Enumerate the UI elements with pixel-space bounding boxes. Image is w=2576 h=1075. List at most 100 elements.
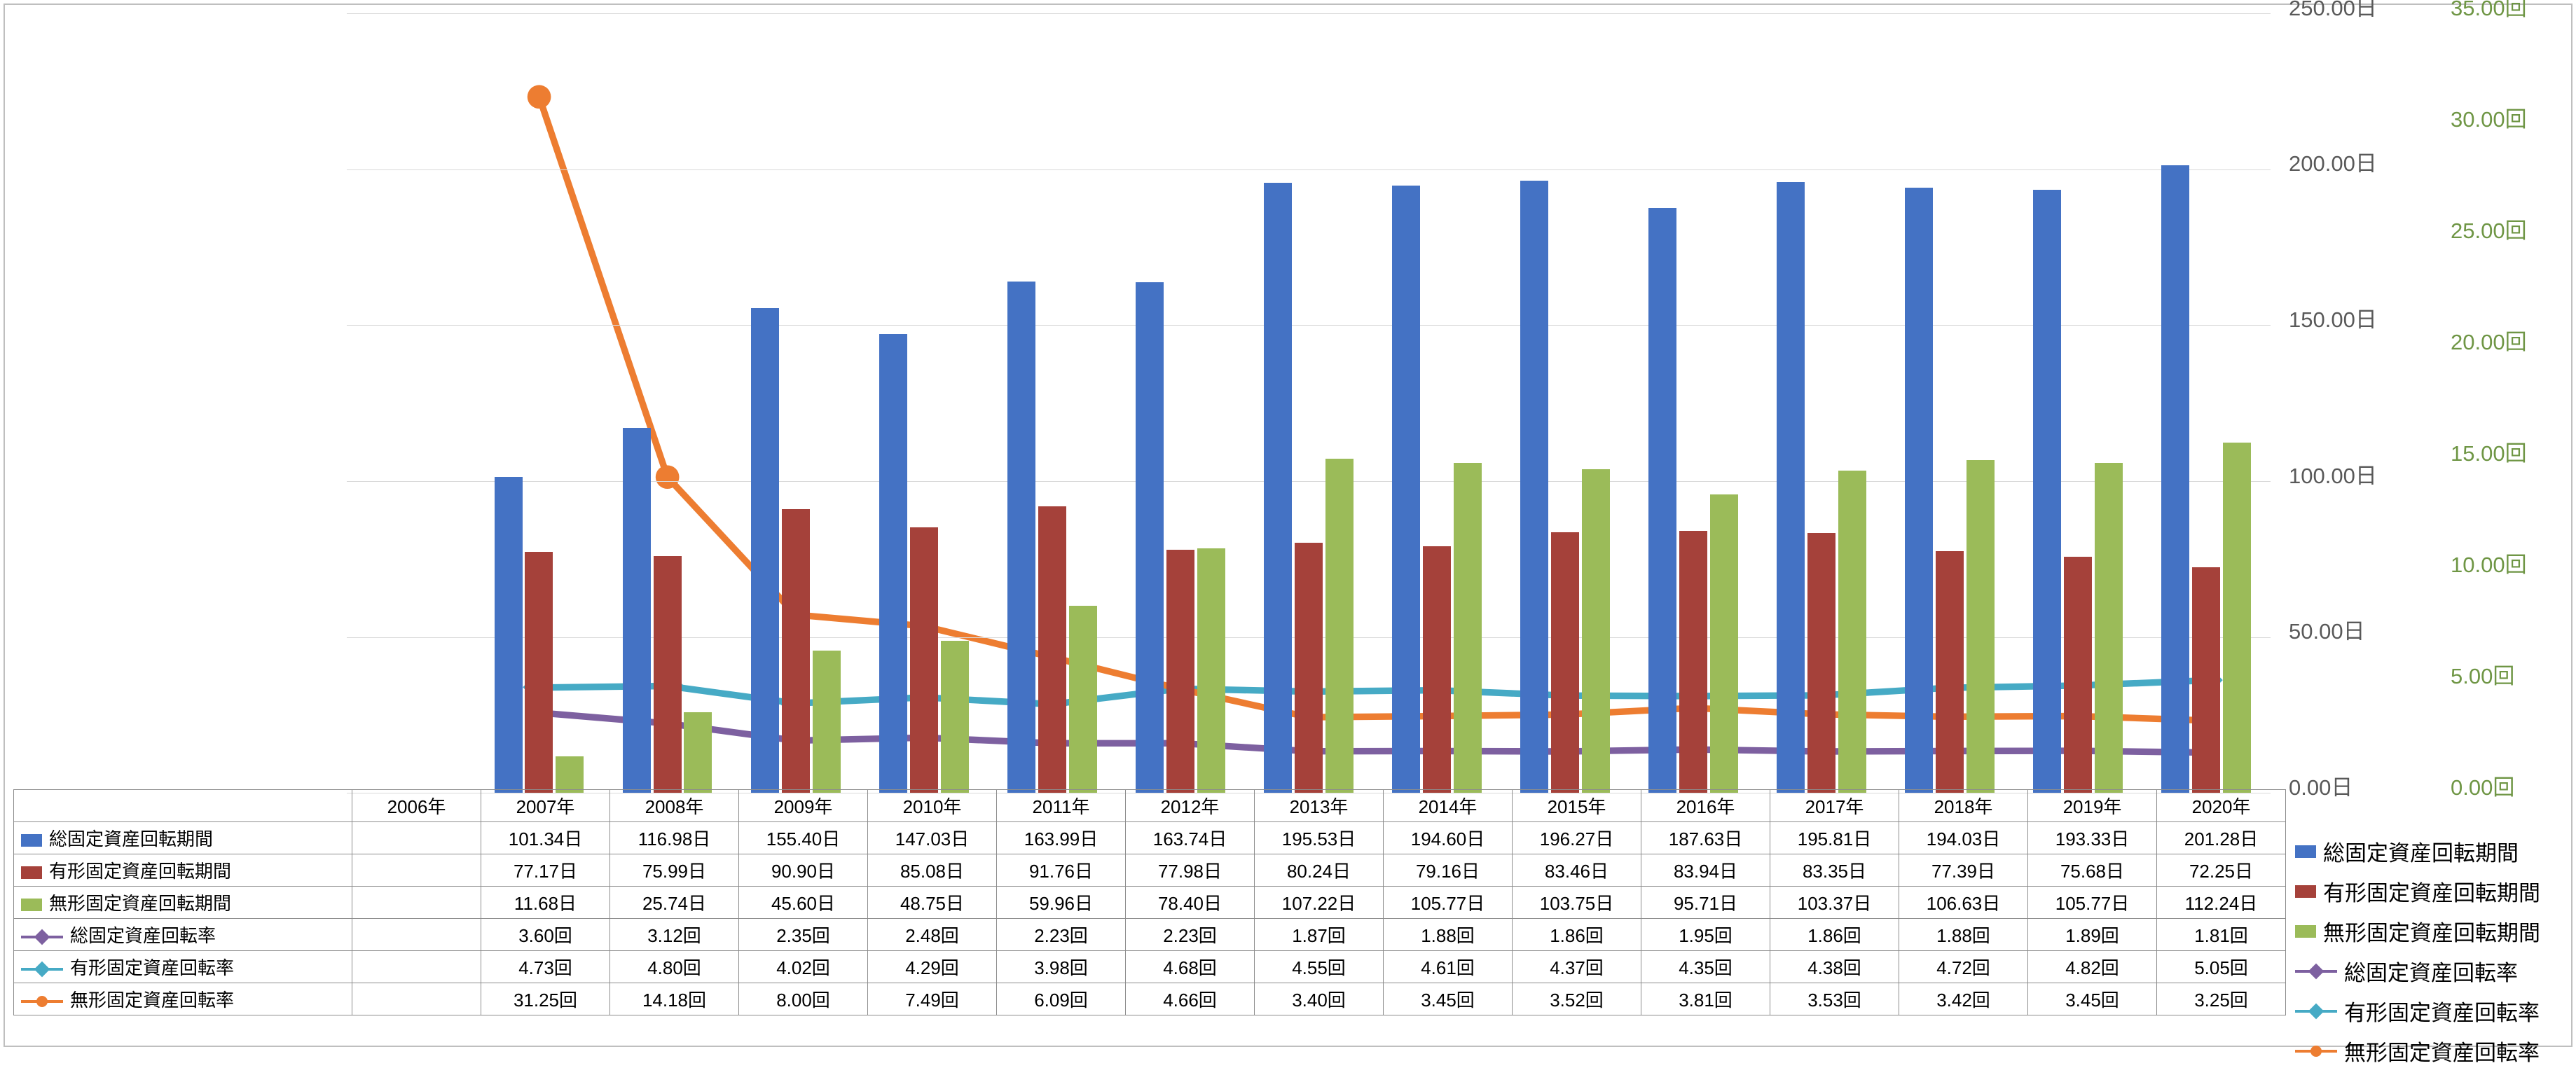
data-cell: 196.27日 — [1513, 822, 1641, 854]
legend-item: 有形固定資産回転率 — [2295, 995, 2540, 1027]
data-cell: 3.42回 — [1899, 983, 2028, 1015]
data-cell: 105.77日 — [2028, 887, 2157, 919]
category-header: 2013年 — [1255, 790, 1384, 822]
data-cell: 8.00回 — [739, 983, 868, 1015]
data-cell: 3.45回 — [2028, 983, 2157, 1015]
y-right-tick: 30.00回 — [2451, 102, 2527, 133]
bar-s1 — [2161, 165, 2189, 793]
data-cell: 195.81日 — [1770, 822, 1899, 854]
data-cell: 48.75日 — [868, 887, 997, 919]
legend-label: 無形固定資産回転期間 — [2323, 915, 2540, 947]
data-cell: 3.45回 — [1384, 983, 1513, 1015]
data-cell: 75.99日 — [610, 854, 739, 887]
y-right-tick: 25.00回 — [2451, 213, 2527, 244]
bar-s1 — [1392, 186, 1420, 793]
data-cell: 45.60日 — [739, 887, 868, 919]
data-cell: 1.88回 — [1384, 919, 1513, 951]
data-cell: 85.08日 — [868, 854, 997, 887]
bar-s3 — [1325, 459, 1354, 793]
series-label: 総固定資産回転期間 — [14, 822, 352, 854]
data-cell: 112.24日 — [2157, 887, 2286, 919]
category-header: 2020年 — [2157, 790, 2286, 822]
data-cell: 77.17日 — [481, 854, 610, 887]
data-cell: 3.60回 — [481, 919, 610, 951]
category-header: 2017年 — [1770, 790, 1899, 822]
data-cell: 80.24日 — [1255, 854, 1384, 887]
data-cell: 163.99日 — [997, 822, 1126, 854]
data-cell: 90.90日 — [739, 854, 868, 887]
bar-s3 — [2095, 463, 2123, 793]
category-header: 2014年 — [1384, 790, 1513, 822]
grid-line — [347, 13, 2271, 14]
y-right-tick: 0.00回 — [2451, 770, 2514, 801]
bar-s1 — [2033, 190, 2061, 793]
y-left-tick: 0.00日 — [2289, 770, 2353, 801]
legend-item: 総固定資産回転期間 — [2295, 835, 2540, 867]
data-cell — [352, 822, 481, 854]
data-cell: 1.87回 — [1255, 919, 1384, 951]
y-right-tick: 5.00回 — [2451, 658, 2514, 690]
bar-s1 — [751, 308, 779, 793]
category-header: 2009年 — [739, 790, 868, 822]
bar-s1 — [879, 334, 907, 793]
legend-item: 無形固定資産回転期間 — [2295, 915, 2540, 947]
bar-s2 — [1807, 533, 1835, 793]
y-right-tick: 15.00回 — [2451, 436, 2527, 467]
y-left-tick: 100.00日 — [2289, 458, 2377, 490]
data-cell — [352, 887, 481, 919]
data-cell: 4.02回 — [739, 951, 868, 983]
y-right-tick: 10.00回 — [2451, 547, 2527, 578]
data-cell — [352, 951, 481, 983]
data-cell: 83.46日 — [1513, 854, 1641, 887]
data-cell: 4.38回 — [1770, 951, 1899, 983]
data-cell: 91.76日 — [997, 854, 1126, 887]
data-cell: 83.94日 — [1641, 854, 1770, 887]
y-right-tick: 35.00回 — [2451, 0, 2527, 22]
bar-s2 — [910, 527, 938, 793]
bar-s3 — [1967, 460, 1995, 793]
data-cell: 75.68日 — [2028, 854, 2157, 887]
data-cell: 1.86回 — [1770, 919, 1899, 951]
data-cell: 194.03日 — [1899, 822, 2028, 854]
bar-s1 — [1007, 282, 1035, 793]
plot-area — [347, 13, 2271, 793]
data-cell: 3.98回 — [997, 951, 1126, 983]
data-cell: 77.39日 — [1899, 854, 2028, 887]
grid-line — [347, 325, 2271, 326]
data-cell: 201.28日 — [2157, 822, 2286, 854]
bar-s3 — [556, 756, 584, 793]
category-header: 2007年 — [481, 790, 610, 822]
legend-label: 総固定資産回転率 — [2344, 955, 2518, 987]
data-cell: 4.61回 — [1384, 951, 1513, 983]
bar-s3 — [1710, 494, 1738, 793]
data-cell — [352, 854, 481, 887]
data-cell: 4.73回 — [481, 951, 610, 983]
legend: 総固定資産回転期間有形固定資産回転期間無形固定資産回転期間総固定資産回転率有形固… — [2295, 835, 2540, 1075]
data-cell: 4.68回 — [1126, 951, 1255, 983]
data-cell: 3.12回 — [610, 919, 739, 951]
category-header: 2016年 — [1641, 790, 1770, 822]
bar-s1 — [623, 428, 651, 793]
bar-s2 — [1679, 531, 1707, 793]
data-cell: 187.63日 — [1641, 822, 1770, 854]
data-cell: 193.33日 — [2028, 822, 2157, 854]
y-right-tick: 20.00回 — [2451, 324, 2527, 356]
data-cell: 3.81回 — [1641, 983, 1770, 1015]
bar-s2 — [654, 556, 682, 793]
data-cell: 1.88回 — [1899, 919, 2028, 951]
legend-label: 有形固定資産回転率 — [2344, 995, 2540, 1027]
data-cell: 195.53日 — [1255, 822, 1384, 854]
y-left-tick: 200.00日 — [2289, 146, 2377, 177]
data-cell: 4.80回 — [610, 951, 739, 983]
marker-s6 — [528, 85, 551, 109]
data-cell: 4.55回 — [1255, 951, 1384, 983]
y-left-tick: 150.00日 — [2289, 302, 2377, 333]
data-cell: 77.98日 — [1126, 854, 1255, 887]
bar-s1 — [1648, 208, 1676, 793]
data-cell: 7.49回 — [868, 983, 997, 1015]
data-cell: 194.60日 — [1384, 822, 1513, 854]
marker-s6 — [656, 465, 680, 489]
series-label: 無形固定資産回転率 — [14, 983, 352, 1015]
data-cell: 1.86回 — [1513, 919, 1641, 951]
bar-s3 — [2223, 443, 2251, 793]
